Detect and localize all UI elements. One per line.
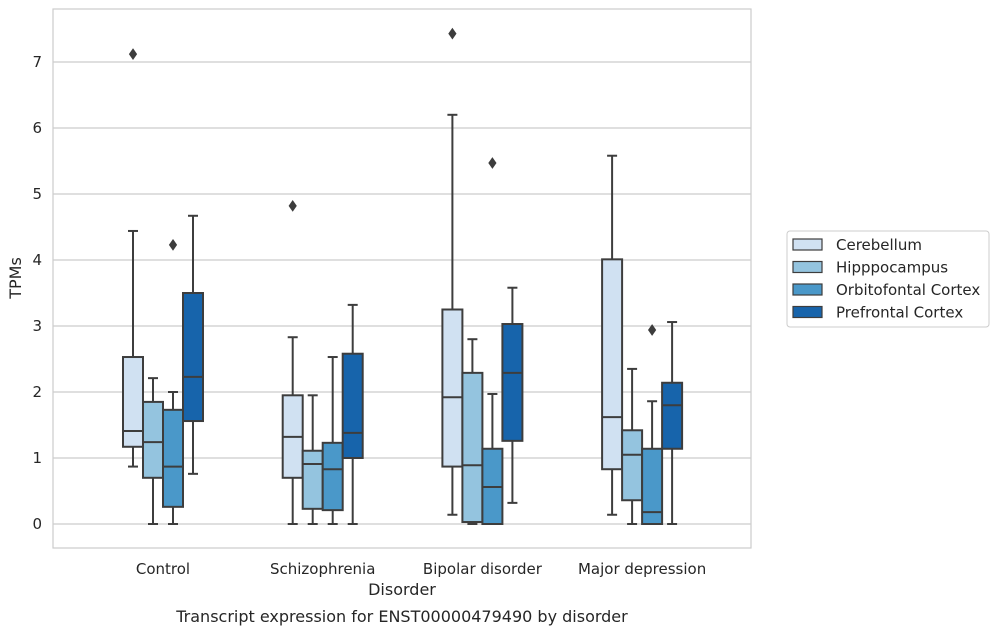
x-tick-label: Bipolar disorder xyxy=(423,560,543,578)
box-cerebellum xyxy=(281,200,304,525)
legend: Cerebellum Hipppocampus Orbitofontal Corte… xyxy=(786,230,990,328)
box-iqr xyxy=(441,308,464,468)
outlier-point xyxy=(168,238,178,251)
x-tick-label: Major depression xyxy=(578,560,706,578)
legend-frame xyxy=(786,230,990,328)
outlier-point xyxy=(647,324,657,336)
box-prefrontal-cortex xyxy=(341,303,364,525)
legend-label: Prefrontal Cortex xyxy=(836,304,963,322)
box-cerebellum xyxy=(122,48,144,468)
box-iqr xyxy=(301,449,324,510)
y-tick-label: 0 xyxy=(32,515,42,533)
box-iqr xyxy=(122,356,144,448)
boxes xyxy=(122,27,684,526)
box-iqr xyxy=(661,381,684,450)
y-axis-title: TPMs xyxy=(6,257,25,300)
legend-swatch xyxy=(792,305,823,319)
box-iqr xyxy=(321,441,344,512)
box-iqr xyxy=(142,400,164,479)
legend-label: Hipppocampus xyxy=(836,259,948,277)
box-hipppocampus xyxy=(142,377,164,525)
box-iqr xyxy=(162,408,184,508)
plot-area-frame xyxy=(52,8,752,549)
box-iqr xyxy=(501,323,524,442)
chart-caption: Transcript expression for ENST0000047949… xyxy=(175,607,628,626)
box-cerebellum xyxy=(601,154,624,516)
box-iqr xyxy=(341,352,364,459)
x-tick-label: Schizophrenia xyxy=(270,560,375,578)
legend-swatch xyxy=(792,260,823,274)
y-tick-label: 7 xyxy=(32,53,42,71)
legend-item: Orbitofontal Cortex xyxy=(792,281,980,299)
legend-label: Cerebellum xyxy=(836,236,922,254)
box-hipppocampus xyxy=(301,394,324,525)
box-prefrontal-cortex xyxy=(661,321,684,525)
legend-item: Hipppocampus xyxy=(792,259,948,277)
y-tick-label: 1 xyxy=(32,449,42,467)
box-orbitofontal-cortex xyxy=(321,356,344,525)
box-iqr xyxy=(621,429,644,502)
box-hipppocampus xyxy=(461,338,484,525)
y-tick-labels: 0 1 2 3 4 5 6 7 xyxy=(32,53,42,533)
legend-item: Prefrontal Cortex xyxy=(792,304,963,322)
x-tick-labels: Control Schizophrenia Bipolar disorder Majo… xyxy=(136,560,706,578)
box-prefrontal-cortex xyxy=(501,286,524,504)
box-orbitofontal-cortex xyxy=(481,157,504,526)
y-tick-label: 6 xyxy=(32,119,42,137)
legend-swatch xyxy=(792,238,823,251)
outlier-point xyxy=(448,27,457,40)
y-tick-label: 4 xyxy=(32,251,42,269)
y-tick-label: 5 xyxy=(32,185,42,203)
x-tick-label: Control xyxy=(136,560,190,578)
box-prefrontal-cortex xyxy=(182,214,204,475)
outlier-point xyxy=(288,200,297,212)
box-orbitofontal-cortex xyxy=(641,324,664,526)
box-orbitofontal-cortex xyxy=(162,238,184,525)
y-tick-label: 3 xyxy=(32,317,42,335)
y-tick-label: 2 xyxy=(32,383,42,401)
box-iqr xyxy=(182,292,204,423)
legend-swatch xyxy=(792,283,823,296)
outlier-point xyxy=(488,157,497,169)
box-iqr xyxy=(601,258,624,471)
box-cerebellum xyxy=(441,27,464,516)
box-iqr xyxy=(461,371,484,524)
legend-label: Orbitofontal Cortex xyxy=(836,281,980,299)
outlier-point xyxy=(128,48,138,60)
x-axis-title: Disorder xyxy=(368,580,436,599)
legend-item: Cerebellum xyxy=(792,236,922,254)
box-iqr xyxy=(641,447,664,526)
